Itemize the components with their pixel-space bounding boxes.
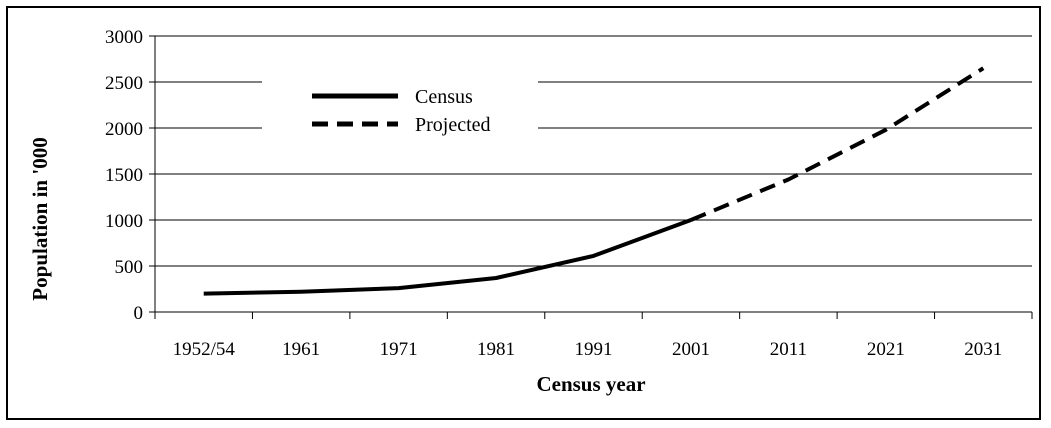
y-axis-title: Population in '000 bbox=[28, 137, 52, 300]
y-tick-label: 3000 bbox=[105, 27, 143, 48]
legend-census-label: Census bbox=[415, 86, 473, 108]
x-tick-label: 2001 bbox=[672, 339, 710, 360]
y-tick-label: 1500 bbox=[105, 165, 143, 186]
y-tick-label: 1000 bbox=[105, 211, 143, 232]
y-tick-label: 0 bbox=[134, 303, 144, 324]
x-tick-label: 2031 bbox=[964, 339, 1002, 360]
y-tick-label: 500 bbox=[115, 257, 144, 278]
series-line-census bbox=[203, 218, 692, 296]
x-tick-label: 1952/54 bbox=[173, 339, 236, 360]
legend-projected-label: Projected bbox=[415, 114, 491, 136]
x-tick-label: 2021 bbox=[867, 339, 905, 360]
axes-layer: 0 500 1000 1500 2000 2500 3000 1952/54 1961 1971 1… bbox=[105, 27, 1033, 360]
chart-frame bbox=[6, 6, 1041, 420]
x-tick-label: 1981 bbox=[477, 339, 515, 360]
x-tick-label: 1971 bbox=[380, 339, 418, 360]
x-tick-label: 1991 bbox=[575, 339, 613, 360]
legend-background bbox=[262, 72, 538, 142]
y-tick-label: 2500 bbox=[105, 73, 143, 94]
series-layer bbox=[203, 66, 985, 296]
x-tick-label: 2011 bbox=[770, 339, 807, 360]
series-line-projected bbox=[690, 66, 985, 222]
grid-layer bbox=[155, 35, 1032, 267]
legend: Census Projected bbox=[262, 72, 538, 142]
y-tick-label: 2000 bbox=[105, 119, 143, 140]
x-axis-title: Census year bbox=[536, 372, 645, 396]
x-tick-label: 1961 bbox=[282, 339, 320, 360]
